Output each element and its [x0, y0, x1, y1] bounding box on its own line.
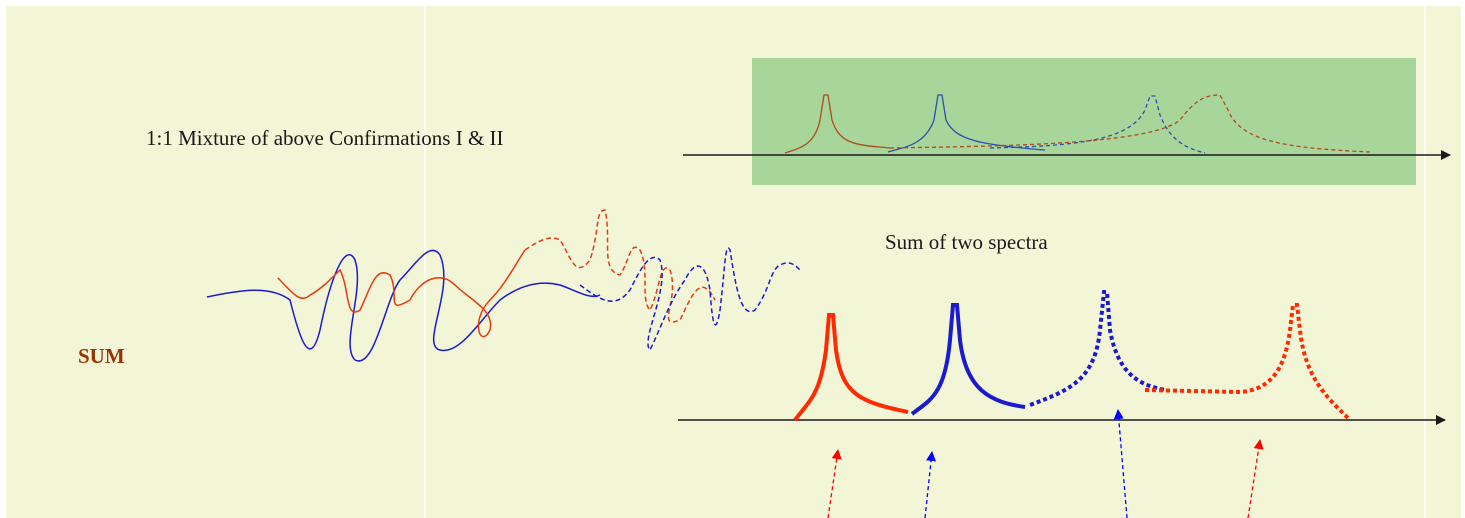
sum-spectrum — [793, 290, 1352, 422]
sum-spectra-label: Sum of two spectra — [885, 230, 1048, 254]
mixture-spectrum — [784, 94, 1371, 154]
mixture-box — [752, 58, 1416, 185]
mixture-label: 1:1 Mixture of above Confirmations I & I… — [146, 126, 504, 150]
conformation-squiggles — [206, 209, 801, 362]
sum-label: SUM — [78, 344, 125, 368]
peak-arrows — [827, 409, 1264, 518]
